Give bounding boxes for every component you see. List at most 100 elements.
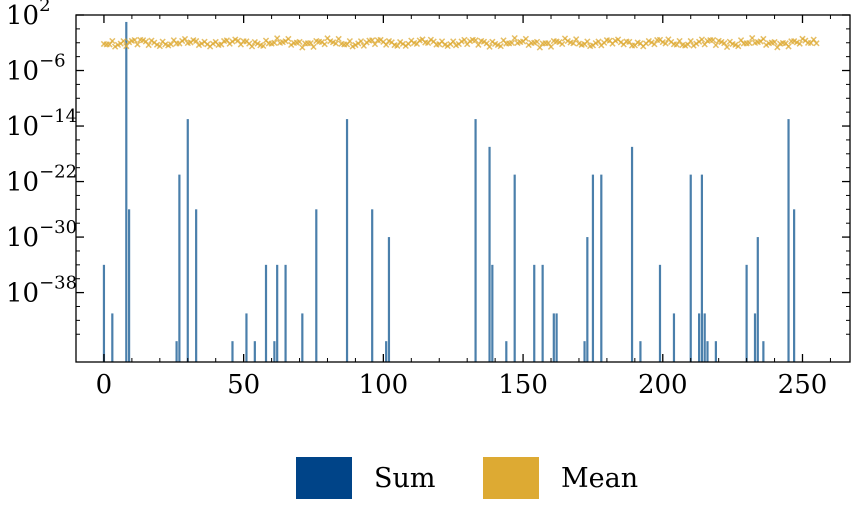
mean-marker [676,37,683,45]
legend-label-sum: Sum [374,463,436,494]
legend-swatch-sum [296,457,352,499]
mean-marker [335,35,342,43]
mean-marker [651,41,658,48]
sum-bar [245,313,248,362]
mean-marker [723,43,731,51]
sum-bar [284,264,287,362]
mean-marker [296,38,303,46]
mean-marker [698,36,706,43]
sum-bar [706,341,709,362]
sum-bar [385,341,388,362]
legend-label-mean: Mean [561,463,638,494]
sum-bar [276,264,279,362]
sum-bar [793,209,796,362]
mean-marker [570,40,577,47]
y-tick-label: 10−38 [6,273,77,309]
axes-frame [75,14,851,363]
mean-marker [346,37,353,45]
sum-bar [127,209,131,362]
mean-marker [709,36,717,44]
mean-marker [712,41,720,49]
sum-bar [591,174,595,362]
sum-bar [586,237,589,362]
sum-bar [253,341,256,362]
sum-bar [714,341,717,362]
mean-marker [785,43,792,50]
mean-marker [813,40,820,47]
y-axis-ticks: 102 10−6 10−14 10−22 10−30 10−38 [6,0,850,363]
sum-bar [600,174,603,362]
y-tick-label: 10−14 [6,106,77,142]
sum-bar [301,313,304,362]
sum-bar [658,264,662,362]
sum-bar [264,264,268,362]
mean-marker [522,35,530,42]
mean-marker [559,40,566,48]
mean-marker [332,40,339,47]
mean-marker [134,41,141,48]
mean-marker [181,35,189,43]
legend: Sum Mean [296,457,638,499]
mean-markers [100,34,820,51]
mean-marker [450,38,457,45]
mean-marker [274,35,281,42]
sum-bar [345,119,349,362]
sum-bar [672,313,676,362]
mean-marker [771,38,778,46]
mean-marker [486,43,493,50]
x-tick-label: 250 [778,370,828,400]
x-tick-label: 150 [498,370,548,400]
x-axis-ticks: 0 50 100 150 200 250 [75,15,831,400]
sum-bar [175,341,178,362]
sum-bar [102,264,106,362]
x-tick-label: 200 [638,370,688,400]
y-tick-label: 10−6 [6,51,66,87]
x-tick-label: 0 [96,370,113,400]
sum-bar [125,21,128,362]
sum-bar [315,209,318,362]
mean-marker [749,34,756,42]
sum-bar [371,209,374,362]
sum-bar [273,341,276,362]
mean-marker [285,35,292,43]
sum-bar [178,174,181,362]
sum-bar [700,174,704,362]
mean-marker [145,41,152,49]
sum-bar [111,313,114,362]
mean-marker [357,38,365,45]
mean-marker [687,37,694,45]
sum-bar [745,264,748,362]
sum-bar [387,237,391,362]
sum-bar [753,313,757,362]
mean-marker [321,41,328,48]
sum-bar [689,174,692,362]
sum-bar [513,174,516,362]
sum-bar [639,341,642,362]
mean-marker [796,40,803,47]
sum-bar [703,313,706,362]
sum-bar [533,264,536,362]
sum-bar [583,341,586,362]
sum-bar [474,119,477,362]
sum-bar [756,237,759,362]
mean-marker [299,44,306,51]
mean-marker [508,39,516,47]
mean-marker [533,38,541,46]
mean-marker [760,35,767,43]
mean-marker [472,37,479,44]
mean-marker [547,43,555,50]
mean-marker [131,36,138,44]
mean-marker [248,43,256,50]
mean-marker [123,42,130,50]
y-tick-label: 10−22 [6,162,77,198]
y-tick-label: 102 [6,0,51,31]
mean-marker [746,39,753,47]
mean-marker [461,36,468,43]
legend-swatch-mean [483,457,539,499]
mean-marker [511,34,518,42]
sum-bar [195,209,198,362]
mean-marker [475,41,482,48]
mean-marker [109,37,116,45]
x-tick-label: 50 [227,370,260,400]
plot-frame [75,14,851,363]
